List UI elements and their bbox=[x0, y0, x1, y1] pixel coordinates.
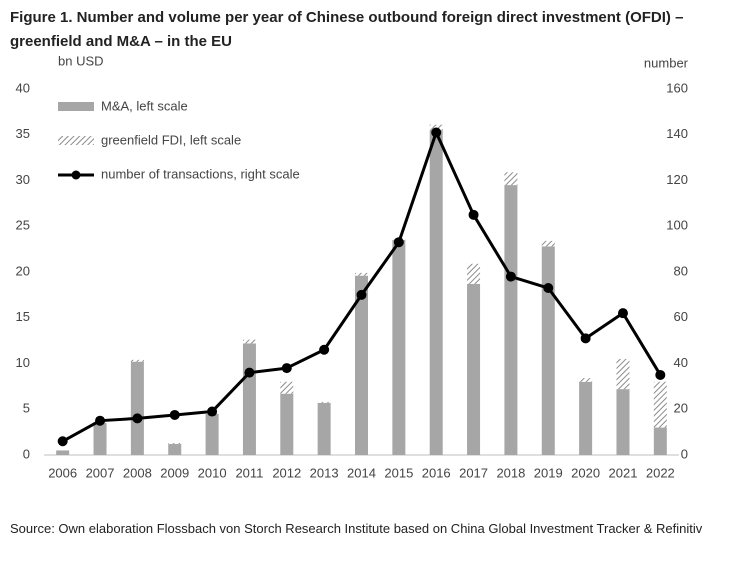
y2-tick-label: 140 bbox=[666, 126, 688, 141]
x-tick-label: 2014 bbox=[347, 465, 376, 480]
x-tick-label: 2018 bbox=[496, 465, 525, 480]
bar bbox=[579, 378, 593, 382]
bar bbox=[56, 450, 70, 455]
y2-tick-label: 80 bbox=[674, 263, 688, 278]
x-tick-label: 2011 bbox=[235, 465, 263, 480]
bar bbox=[616, 358, 630, 390]
y2-tick-label: 160 bbox=[666, 80, 688, 95]
line-marker bbox=[580, 333, 591, 344]
legend-swatch bbox=[71, 170, 81, 180]
bar bbox=[504, 185, 518, 455]
line-marker bbox=[319, 344, 330, 355]
line-marker bbox=[431, 127, 442, 138]
bar bbox=[541, 240, 555, 247]
source-note: Source: Own elaboration Flossbach von St… bbox=[10, 521, 703, 536]
x-tick-label: 2007 bbox=[86, 465, 115, 480]
x-tick-label: 2013 bbox=[310, 465, 339, 480]
bar bbox=[355, 272, 368, 276]
y-tick-label: 40 bbox=[16, 80, 30, 95]
bar bbox=[429, 130, 443, 456]
line-marker bbox=[95, 415, 106, 426]
bar bbox=[541, 246, 555, 455]
x-tick-label: 2021 bbox=[609, 465, 638, 480]
x-tick-label: 2022 bbox=[646, 465, 675, 480]
y2-tick-label: 60 bbox=[674, 309, 688, 324]
line-marker bbox=[543, 283, 554, 294]
y-tick-label: 10 bbox=[16, 355, 30, 370]
bar bbox=[504, 172, 518, 186]
y2-tick-label: 40 bbox=[674, 355, 688, 370]
bar bbox=[317, 402, 331, 455]
y-axis-label: bn USD bbox=[58, 53, 104, 68]
legend-label: number of transactions, right scale bbox=[101, 166, 300, 181]
legend-label: greenfield FDI, left scale bbox=[101, 132, 241, 147]
bar bbox=[130, 361, 144, 455]
line-marker bbox=[505, 271, 516, 282]
x-tick-label: 2008 bbox=[123, 465, 152, 480]
line-marker bbox=[617, 308, 628, 319]
x-tick-label: 2009 bbox=[160, 465, 189, 480]
line-marker bbox=[356, 289, 367, 300]
bar bbox=[392, 239, 406, 455]
legend-swatch bbox=[58, 136, 94, 145]
bar bbox=[653, 427, 667, 455]
y2-tick-label: 20 bbox=[674, 401, 688, 416]
line-marker bbox=[244, 367, 255, 378]
x-tick-label: 2016 bbox=[422, 465, 451, 480]
y-tick-label: 5 bbox=[23, 401, 30, 416]
x-tick-label: 2012 bbox=[272, 465, 301, 480]
y-tick-label: 15 bbox=[16, 309, 30, 324]
y-tick-label: 25 bbox=[16, 218, 30, 233]
bar bbox=[355, 275, 368, 455]
legend-swatch bbox=[58, 102, 94, 111]
y2-tick-label: 100 bbox=[666, 218, 688, 233]
bar bbox=[429, 124, 443, 131]
bar bbox=[467, 283, 481, 455]
bar bbox=[130, 359, 144, 362]
bar bbox=[168, 444, 182, 455]
bar bbox=[317, 401, 331, 403]
bar bbox=[205, 413, 219, 455]
line-marker bbox=[57, 436, 68, 447]
line-marker bbox=[281, 363, 292, 374]
line-marker bbox=[169, 409, 180, 420]
x-tick-label: 2015 bbox=[384, 465, 413, 480]
bar bbox=[93, 422, 107, 455]
bar bbox=[467, 263, 481, 284]
x-tick-label: 2006 bbox=[48, 465, 77, 480]
y2-tick-label: 0 bbox=[681, 446, 688, 461]
x-tick-label: 2010 bbox=[198, 465, 227, 480]
line-marker bbox=[655, 369, 666, 380]
line-marker bbox=[207, 406, 218, 417]
legend-label: M&A, left scale bbox=[101, 98, 188, 113]
y-tick-label: 20 bbox=[16, 263, 30, 278]
line-marker bbox=[132, 413, 143, 424]
bar bbox=[168, 443, 182, 445]
bar bbox=[280, 393, 294, 455]
x-tick-label: 2020 bbox=[571, 465, 600, 480]
chart-title: Figure 1. Number and volume per year of … bbox=[10, 9, 684, 50]
x-tick-label: 2019 bbox=[534, 465, 563, 480]
x-tick-label: 2017 bbox=[459, 465, 488, 480]
bar bbox=[242, 339, 256, 344]
bar bbox=[280, 381, 294, 394]
bar bbox=[653, 381, 667, 428]
bar bbox=[242, 343, 256, 455]
line-marker bbox=[393, 237, 404, 248]
y-tick-label: 35 bbox=[16, 126, 30, 141]
bar bbox=[616, 389, 630, 455]
y-tick-label: 0 bbox=[23, 446, 30, 461]
y2-tick-label: 120 bbox=[666, 172, 688, 187]
y-tick-label: 30 bbox=[16, 172, 30, 187]
bar bbox=[579, 381, 593, 455]
y2-axis-label: number bbox=[644, 55, 689, 70]
line-marker bbox=[468, 209, 479, 220]
